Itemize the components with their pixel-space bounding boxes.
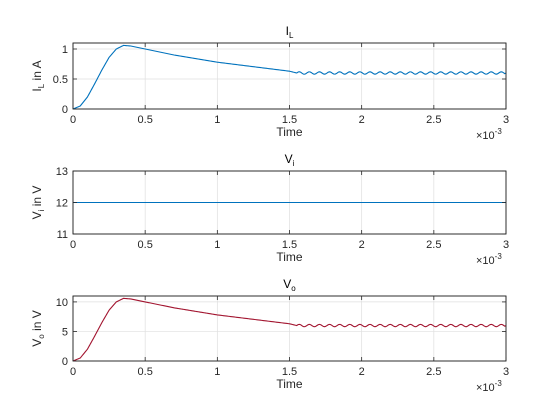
x-tick-label: 3 — [503, 239, 509, 251]
x-tick-label: 2.5 — [426, 239, 441, 251]
x-tick-label: 1.5 — [282, 114, 297, 126]
y-tick-label: 5 — [62, 326, 68, 338]
x-tick-label: 2 — [359, 239, 365, 251]
x-tick-label: 0.5 — [138, 239, 153, 251]
y-tick-label: 13 — [56, 166, 68, 178]
x-tick-label: 3 — [503, 366, 509, 378]
y-tick-label: 0 — [62, 356, 68, 368]
x-tick-label: 2 — [359, 114, 365, 126]
y-tick-label: 10 — [56, 297, 68, 309]
x-tick-label: 0 — [70, 114, 76, 126]
x-exponent-label: ×10-3 — [476, 252, 502, 267]
x-axis-label: Time — [276, 377, 303, 391]
x-tick-label: 1.5 — [282, 239, 297, 251]
x-tick-label: 3 — [503, 114, 509, 126]
x-axis-label: Time — [276, 250, 303, 264]
subplot-1: 0 0.5 1 1.5 2 2.5 3 0 0.5 1 Time ×10-3 IL in A IL — [30, 24, 509, 142]
x-tick-label: 2.5 — [426, 366, 441, 378]
x-exponent-label: ×10-3 — [476, 379, 502, 394]
x-tick-label: 2.5 — [426, 114, 441, 126]
x-tick-label: 1 — [214, 366, 220, 378]
subplot-2: 0 0.5 1 1.5 2 2.5 3 11 12 13 Time ×10-3 Vi in V Vi — [30, 152, 509, 267]
y-tick-label: 1 — [62, 44, 68, 56]
chart-title: Vo — [283, 277, 296, 293]
y-tick-label: 11 — [57, 229, 68, 241]
x-tick-label: 1 — [214, 239, 220, 251]
x-tick-label: 0 — [70, 239, 76, 251]
x-tick-label: 1.5 — [282, 366, 297, 378]
y-tick-label: 12 — [56, 198, 68, 210]
subplot-3: 0 0.5 1 1.5 2 2.5 3 0 5 10 Time ×10-3 Vo in V Vo — [30, 277, 509, 394]
series-line — [72, 44, 507, 110]
series-line — [72, 297, 507, 362]
x-tick-label: 0.5 — [138, 366, 153, 378]
x-tick-label: 1 — [214, 114, 220, 126]
x-tick-label: 2 — [359, 366, 365, 378]
x-tick-label: 0.5 — [138, 114, 153, 126]
x-exponent-label: ×10-3 — [476, 127, 502, 142]
chart-title: Vi — [285, 152, 295, 168]
x-tick-label: 0 — [70, 366, 76, 378]
y-axis-label: IL in A — [30, 60, 46, 91]
y-axis-label: Vo in V — [30, 310, 46, 346]
x-axis-label: Time — [276, 125, 303, 139]
y-tick-label: 0.5 — [53, 74, 68, 86]
chart-title: IL — [286, 24, 294, 40]
y-tick-label: 0 — [62, 104, 68, 116]
y-axis-label: Vi in V — [30, 186, 46, 220]
